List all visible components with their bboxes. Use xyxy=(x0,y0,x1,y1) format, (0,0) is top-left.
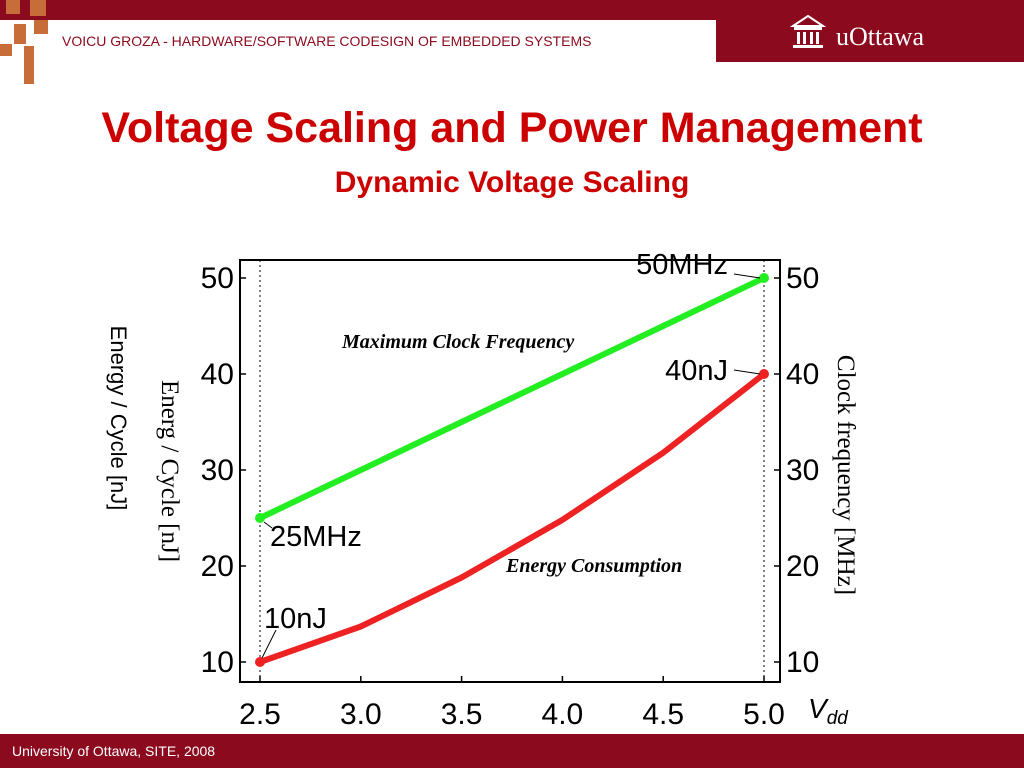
y-tick-label-right: 40 xyxy=(786,358,819,391)
header-decoration xyxy=(30,0,46,16)
y-tick-label-left: 50 xyxy=(201,262,234,295)
data-point xyxy=(255,657,265,667)
x-tick-label: 4.0 xyxy=(542,698,584,731)
footer-text: University of Ottawa, SITE, 2008 xyxy=(12,743,216,759)
data-point xyxy=(759,273,769,283)
annotation-leader xyxy=(261,629,277,659)
annotation-label: 10nJ xyxy=(264,603,327,635)
y-tick-label-left: 30 xyxy=(201,454,234,487)
y-tick-label-left: 10 xyxy=(201,646,234,679)
x-axis-label-subscript: dd xyxy=(827,708,850,729)
annotation-label: 50MHz xyxy=(636,249,728,281)
header-title-strip xyxy=(0,20,716,62)
y-tick-label-right: 10 xyxy=(786,646,819,679)
annotation-label: 25MHz xyxy=(270,521,362,553)
y-tick-label-right: 20 xyxy=(786,550,819,583)
slide-subtitle: Dynamic Voltage Scaling xyxy=(334,166,690,199)
y-tick-label-left: 20 xyxy=(201,550,234,583)
y-tick-label-left: 40 xyxy=(201,358,234,391)
x-axis-label: Vdd xyxy=(808,693,849,729)
plot-frame xyxy=(239,259,781,683)
outer-y-axis-label: Energy / Cycle [nJ] xyxy=(106,325,131,511)
university-logo-icon xyxy=(790,14,826,48)
footer-bar xyxy=(0,734,1024,768)
x-tick-label: 5.0 xyxy=(743,698,785,731)
annotation-leader xyxy=(263,521,273,529)
header-decoration xyxy=(14,24,26,44)
y-axis-label-right: Clock frequency [MHz] xyxy=(832,355,859,595)
annotation-leader xyxy=(733,273,761,279)
logo-box xyxy=(716,0,1024,62)
y-tick-label-right: 50 xyxy=(786,262,819,295)
header-decoration xyxy=(24,46,34,84)
y-axis-label-left: Energ / Cycle [nJ] xyxy=(156,380,183,562)
series-line-frequency xyxy=(257,275,767,521)
series-label: Energy Consumption xyxy=(505,555,682,577)
x-tick-label: 3.5 xyxy=(441,698,483,731)
logo-text: uOttawa xyxy=(836,22,925,51)
voltage-scaling-chart: 10 10 20 20 30 30 40 40 50 50 2.5 3.0 3.5 4.0 4.5 5.0 Vd… xyxy=(156,249,859,731)
slide-title: Voltage Scaling and Power Management xyxy=(101,104,923,152)
header-decoration xyxy=(34,20,48,34)
header-decoration xyxy=(6,0,20,14)
x-tick-label: 2.5 xyxy=(239,698,281,731)
data-point xyxy=(255,513,265,523)
annotation-label: 40nJ xyxy=(665,355,728,387)
x-tick-label: 3.0 xyxy=(340,698,382,731)
data-point xyxy=(759,369,769,379)
header-text: VOICU GROZA - HARDWARE/SOFTWARE CODESIGN… xyxy=(62,33,592,49)
y-tick-label-right: 30 xyxy=(786,454,819,487)
series-label: Maximum Clock Frequency xyxy=(341,331,574,353)
header-decoration xyxy=(0,44,12,56)
annotation-leader xyxy=(733,369,761,375)
x-tick-label: 4.5 xyxy=(642,698,684,731)
series-line-energy xyxy=(257,371,767,665)
